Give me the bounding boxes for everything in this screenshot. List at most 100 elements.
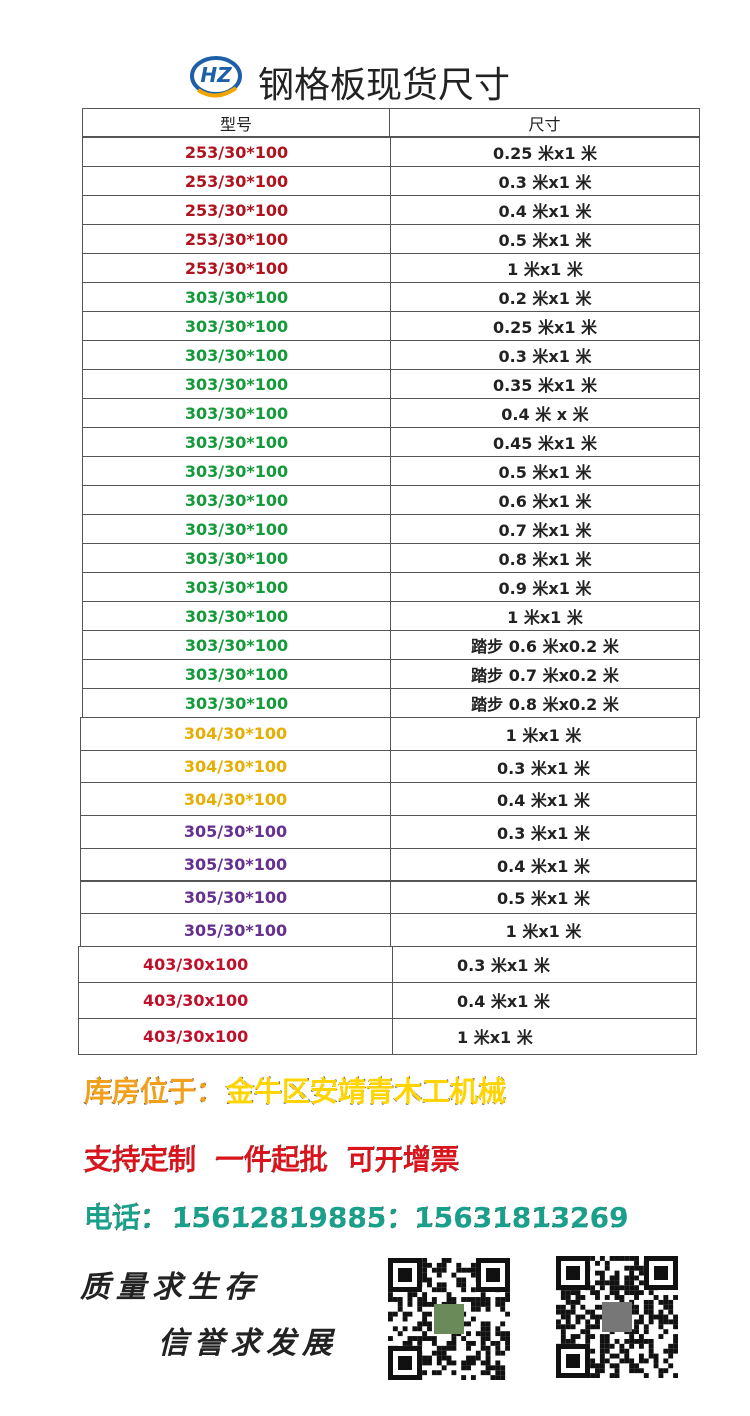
qr-module bbox=[451, 1340, 457, 1346]
qr-module bbox=[668, 1299, 674, 1305]
qr-module bbox=[590, 1324, 596, 1330]
size-cell: 0.8 米x1 米 bbox=[390, 543, 700, 573]
qr-module bbox=[648, 1304, 654, 1310]
qr-module bbox=[599, 1338, 605, 1344]
size-cell: 踏步 0.8 米x0.2 米 bbox=[390, 688, 700, 718]
qr-module bbox=[575, 1319, 581, 1325]
qr-module bbox=[638, 1314, 644, 1320]
qr-module bbox=[441, 1282, 447, 1288]
qr-module bbox=[436, 1272, 442, 1278]
qr-module bbox=[500, 1375, 506, 1380]
qr-module bbox=[466, 1355, 471, 1361]
qr-module bbox=[614, 1290, 620, 1296]
qr-module bbox=[495, 1340, 501, 1346]
qr-module bbox=[634, 1319, 639, 1325]
qr-module bbox=[624, 1348, 630, 1354]
qr-module bbox=[599, 1280, 605, 1286]
qr-module bbox=[466, 1340, 471, 1346]
qr-module bbox=[648, 1290, 654, 1296]
qr-module bbox=[590, 1285, 596, 1291]
qr-module bbox=[595, 1363, 600, 1369]
logo-swoosh bbox=[196, 86, 238, 98]
qr-module bbox=[392, 1297, 398, 1302]
model-cell: 253/30*100 bbox=[82, 224, 391, 254]
qr-module bbox=[407, 1301, 413, 1307]
model-cell: 303/30*100 bbox=[82, 340, 391, 370]
qr-module bbox=[609, 1353, 615, 1359]
qr-module bbox=[658, 1299, 664, 1305]
qr-module bbox=[565, 1290, 571, 1296]
qr-module bbox=[417, 1336, 423, 1341]
qr-module bbox=[407, 1311, 413, 1317]
qr-module bbox=[585, 1329, 591, 1335]
qr-module bbox=[624, 1290, 630, 1296]
qr-module bbox=[480, 1336, 486, 1341]
qr-module bbox=[461, 1360, 467, 1366]
qr-module bbox=[595, 1260, 600, 1266]
qr-module bbox=[634, 1338, 639, 1344]
qr-module bbox=[412, 1292, 418, 1298]
qr-module bbox=[556, 1304, 561, 1310]
qr-module bbox=[431, 1297, 437, 1302]
model-cell: 303/30*100 bbox=[82, 282, 391, 312]
qr-module bbox=[466, 1297, 471, 1302]
model-cell: 303/30*100 bbox=[82, 543, 391, 573]
qr-module bbox=[599, 1353, 605, 1359]
qr-module bbox=[480, 1345, 486, 1351]
qr-module bbox=[604, 1358, 610, 1364]
model-cell: 253/30*100 bbox=[82, 166, 391, 196]
qr-module bbox=[485, 1345, 491, 1351]
qr-module bbox=[470, 1297, 476, 1302]
qr-module bbox=[470, 1301, 476, 1307]
qr-module bbox=[461, 1365, 467, 1371]
qr-module bbox=[590, 1334, 596, 1339]
qr-module bbox=[392, 1326, 398, 1332]
qr-module bbox=[599, 1275, 605, 1281]
qr-module bbox=[580, 1314, 586, 1320]
qr-module bbox=[624, 1280, 630, 1286]
qr-module bbox=[570, 1304, 576, 1310]
qr-module bbox=[653, 1358, 659, 1364]
model-cell: 403/30x100 bbox=[78, 1017, 393, 1055]
qr-module bbox=[500, 1336, 506, 1341]
qr-module bbox=[570, 1324, 576, 1330]
qr-module bbox=[475, 1355, 481, 1361]
qr-module bbox=[653, 1353, 659, 1359]
qr-module bbox=[480, 1370, 486, 1376]
qr-module bbox=[643, 1324, 649, 1330]
qr-module bbox=[580, 1304, 586, 1310]
qr-module bbox=[422, 1321, 428, 1327]
qr-module bbox=[668, 1348, 674, 1354]
qr-module bbox=[614, 1353, 620, 1359]
qr-module bbox=[422, 1277, 428, 1283]
qr-module bbox=[595, 1270, 600, 1276]
qr-module bbox=[466, 1345, 471, 1351]
qr-module bbox=[500, 1350, 506, 1356]
size-cell: 0.4 米 x 米 bbox=[390, 398, 700, 428]
qr-module bbox=[431, 1350, 437, 1356]
qr-module bbox=[422, 1360, 428, 1366]
qr-module bbox=[658, 1309, 664, 1315]
size-cell: 1 米x1 米 bbox=[390, 253, 700, 283]
qr-module bbox=[609, 1275, 615, 1281]
qr-module bbox=[446, 1297, 452, 1302]
qr-module bbox=[560, 1338, 566, 1344]
logo: HZ bbox=[190, 56, 242, 98]
qr-module bbox=[663, 1329, 669, 1335]
qr-module bbox=[634, 1304, 639, 1310]
qr-module bbox=[599, 1358, 605, 1364]
qr-module bbox=[495, 1370, 501, 1376]
qr-module bbox=[480, 1321, 486, 1327]
model-cell: 303/30*100 bbox=[82, 369, 391, 399]
qr-module bbox=[500, 1306, 506, 1312]
qr-module bbox=[634, 1324, 639, 1330]
qr-module bbox=[590, 1314, 596, 1320]
qr-module bbox=[619, 1295, 625, 1300]
size-cell: 踏步 0.6 米x0.2 米 bbox=[390, 630, 700, 660]
size-cell: 0.4 米x1 米 bbox=[390, 782, 697, 817]
location: 金牛区安靖青木工机械 bbox=[225, 1075, 507, 1109]
logo-text: HZ bbox=[200, 63, 232, 87]
qr-module bbox=[643, 1373, 649, 1378]
qr-module bbox=[485, 1365, 491, 1371]
qr-module bbox=[436, 1355, 442, 1361]
